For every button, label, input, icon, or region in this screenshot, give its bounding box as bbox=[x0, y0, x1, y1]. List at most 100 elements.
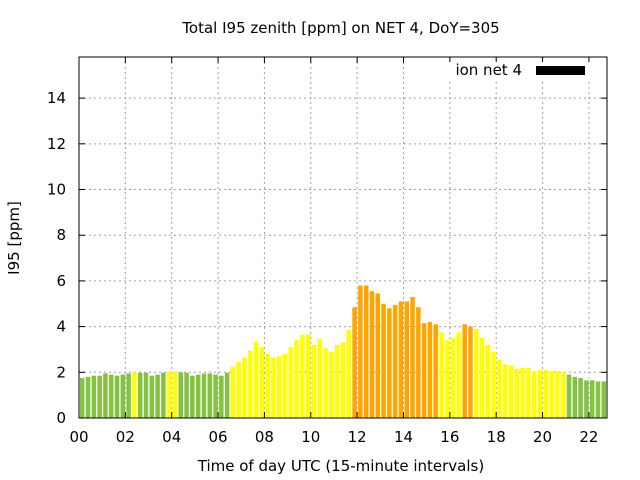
y-tick-label: 0 bbox=[56, 409, 66, 427]
bar bbox=[566, 374, 572, 418]
bar bbox=[161, 372, 166, 418]
bar bbox=[503, 364, 508, 418]
bar bbox=[224, 372, 230, 418]
bar bbox=[543, 370, 549, 418]
bar bbox=[560, 372, 566, 418]
bar bbox=[387, 308, 392, 418]
bar bbox=[300, 334, 305, 418]
bar bbox=[531, 371, 537, 418]
bar bbox=[363, 285, 369, 418]
bar bbox=[462, 324, 467, 418]
bar bbox=[520, 367, 525, 418]
chart-title: Total I95 zenith [ppm] on NET 4, DoY=305 bbox=[181, 19, 499, 37]
bar bbox=[445, 340, 450, 418]
x-tick-label: 00 bbox=[69, 428, 88, 446]
bar bbox=[595, 381, 601, 418]
bar bbox=[450, 338, 456, 418]
bar bbox=[85, 376, 91, 418]
bar bbox=[259, 347, 265, 418]
x-tick-label: 20 bbox=[533, 428, 552, 446]
bar bbox=[271, 357, 276, 418]
bar bbox=[213, 374, 218, 418]
bar bbox=[491, 351, 496, 418]
bar bbox=[114, 375, 120, 418]
bar bbox=[323, 348, 328, 418]
bar bbox=[439, 332, 444, 418]
legend: ion net 4 bbox=[440, 61, 600, 80]
bar bbox=[149, 375, 155, 418]
legend-swatch bbox=[536, 66, 585, 75]
y-tick-label: 4 bbox=[56, 318, 66, 336]
bar bbox=[143, 372, 149, 418]
y-tick-label: 2 bbox=[56, 363, 66, 381]
bar bbox=[230, 366, 236, 418]
bar bbox=[201, 373, 207, 418]
bar bbox=[80, 378, 85, 418]
bar bbox=[404, 301, 410, 418]
bar bbox=[398, 301, 404, 418]
bar bbox=[578, 378, 583, 418]
bar bbox=[479, 338, 485, 418]
bar bbox=[497, 359, 502, 418]
plot-frame bbox=[78, 56, 608, 419]
bar bbox=[294, 340, 299, 418]
bar bbox=[421, 323, 427, 418]
x-axis-label: Time of day UTC (15-minute intervals) bbox=[197, 457, 484, 475]
bar bbox=[311, 344, 317, 418]
bar bbox=[375, 293, 381, 418]
bar bbox=[288, 347, 294, 418]
bar bbox=[433, 324, 438, 418]
bar bbox=[236, 362, 241, 418]
bar bbox=[195, 374, 201, 418]
bar bbox=[392, 304, 398, 418]
x-tick-label: 04 bbox=[162, 428, 181, 446]
bar bbox=[172, 371, 178, 418]
bar bbox=[334, 344, 340, 418]
bar bbox=[97, 375, 102, 418]
bar bbox=[253, 341, 259, 418]
bar bbox=[474, 328, 479, 418]
bar bbox=[166, 371, 172, 418]
x-tick-label: 06 bbox=[209, 428, 228, 446]
bar bbox=[265, 354, 270, 418]
bar bbox=[132, 372, 137, 418]
bar bbox=[352, 307, 357, 418]
x-tick-label: 10 bbox=[301, 428, 320, 446]
bar bbox=[555, 371, 560, 418]
bar bbox=[248, 350, 253, 418]
bar bbox=[282, 354, 288, 418]
bar bbox=[358, 285, 363, 418]
bar bbox=[126, 373, 131, 418]
bar bbox=[508, 365, 514, 418]
bar bbox=[340, 342, 346, 418]
bar bbox=[526, 367, 531, 418]
bar bbox=[184, 372, 189, 418]
bar bbox=[219, 375, 224, 418]
bar bbox=[514, 368, 520, 418]
legend-label: ion net 4 bbox=[455, 61, 522, 79]
y-axis-label: I95 [ppm] bbox=[5, 201, 23, 275]
bar bbox=[549, 371, 554, 418]
bar bbox=[155, 374, 160, 418]
bar bbox=[190, 375, 195, 418]
bar bbox=[381, 303, 386, 418]
bar bbox=[369, 291, 375, 418]
bar bbox=[242, 357, 247, 418]
bar bbox=[178, 372, 184, 418]
bar bbox=[346, 330, 352, 418]
x-tick-label: 22 bbox=[579, 428, 598, 446]
bar bbox=[305, 334, 311, 418]
y-tick-label: 10 bbox=[47, 181, 66, 199]
x-tick-label: 18 bbox=[487, 428, 506, 446]
bar bbox=[537, 370, 543, 418]
bar bbox=[329, 351, 334, 418]
bar bbox=[410, 296, 415, 418]
bar bbox=[277, 356, 282, 418]
bar bbox=[137, 372, 143, 418]
bar bbox=[572, 376, 578, 418]
bar bbox=[601, 381, 607, 418]
bar bbox=[589, 380, 595, 418]
bar bbox=[416, 307, 421, 418]
